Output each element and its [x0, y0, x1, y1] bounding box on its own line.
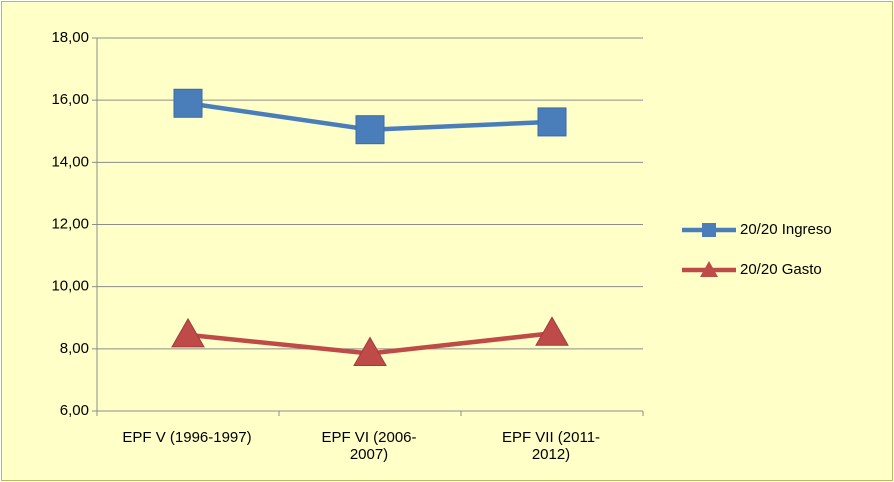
data-point	[355, 115, 385, 145]
y-tick-label: 6,00	[60, 402, 89, 419]
y-tick-label: 16,00	[51, 91, 89, 108]
y-tick-label: 8,00	[60, 340, 89, 357]
legend-label: 20/20 Ingreso	[740, 221, 832, 238]
x-tick-label: EPF V (1996-1997)	[122, 429, 252, 446]
data-point	[535, 316, 569, 346]
y-tick-label: 14,00	[51, 153, 89, 170]
legend-marker	[702, 223, 716, 237]
x-tick-label: EPF VI (2006- 2007)	[321, 429, 417, 463]
x-tick-label: EPF VII (2011- 2012)	[501, 429, 601, 463]
y-tick-label: 18,00	[51, 29, 89, 46]
y-tick-label: 10,00	[51, 278, 89, 295]
y-tick-label: 12,00	[51, 215, 89, 232]
legend-marker	[700, 261, 718, 277]
legend-label: 20/20 Gasto	[740, 261, 822, 278]
data-point	[353, 336, 387, 366]
data-point	[537, 107, 567, 137]
data-point	[173, 88, 203, 118]
data-point	[171, 317, 205, 348]
